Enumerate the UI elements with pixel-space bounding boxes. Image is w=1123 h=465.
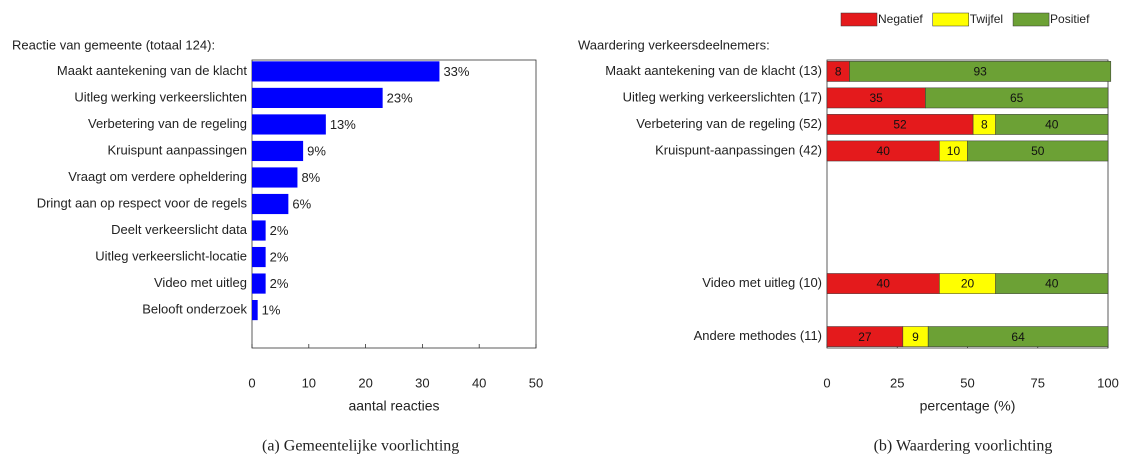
x-tick-label: 20 [358, 375, 372, 390]
x-tick-label: 75 [1031, 375, 1045, 390]
bar [252, 61, 440, 82]
value-label: 9% [307, 143, 326, 158]
y-tick-label: Kruispunt-aanpassingen (42) [655, 142, 822, 157]
segment-label: 64 [1011, 330, 1025, 344]
value-label: 6% [292, 196, 311, 211]
y-tick-label: Verbetering van de regeling (52) [636, 116, 822, 131]
bar-segment [967, 140, 1109, 162]
x-tick-label: 30 [415, 375, 429, 390]
x-tick-label: 0 [823, 375, 830, 390]
bar [252, 87, 383, 108]
segment-label: 35 [869, 91, 883, 105]
x-tick-label: 50 [529, 375, 543, 390]
y-tick-label: Maakt aantekening van de klacht [57, 63, 247, 78]
bar [252, 300, 258, 321]
bar-segment [925, 87, 1109, 109]
y-tick-label: Vraagt om verdere opheldering [68, 169, 247, 184]
segment-label: 8 [981, 118, 988, 132]
y-tick-label: Uitleg werking verkeerslichten [74, 89, 247, 104]
bar [252, 140, 304, 162]
legend-swatch [1012, 12, 1050, 27]
y-tick-label: Uitleg verkeerslicht-locatie [95, 248, 247, 263]
segment-label: 40 [877, 277, 891, 291]
value-label: 8% [301, 170, 320, 185]
segment-label: 40 [1045, 277, 1059, 291]
legend-swatch [932, 12, 969, 27]
chart-title: Reactie van gemeente (totaal 124): [12, 37, 215, 52]
y-tick-label: Kruispunt aanpassingen [108, 142, 248, 157]
bar [252, 167, 298, 188]
segment-label: 65 [1010, 91, 1024, 105]
value-label: 13% [330, 117, 356, 132]
x-tick-label: 50 [960, 375, 974, 390]
y-tick-label: Belooft onderzoek [142, 302, 247, 317]
x-tick-label: 10 [302, 375, 316, 390]
segment-label: 20 [961, 277, 975, 291]
bar [252, 246, 266, 268]
segment-label: 50 [1031, 144, 1045, 158]
segment-label: 93 [973, 65, 987, 79]
x-tick-label: 25 [890, 375, 904, 390]
value-label: 2% [270, 223, 289, 238]
bar [252, 220, 266, 241]
chart-title: Waardering verkeersdeelnemers: [578, 37, 770, 52]
bar [252, 273, 266, 294]
bar-segment [927, 326, 1109, 347]
y-tick-label: Maakt aantekening van de klacht (13) [605, 63, 822, 78]
legend-swatch [840, 12, 878, 27]
segment-label: 40 [877, 144, 891, 158]
bar [252, 114, 326, 135]
y-tick-label: Andere methodes (11) [694, 328, 822, 343]
segment-label: 10 [947, 144, 961, 158]
value-label: 2% [270, 249, 289, 264]
x-tick-label: 40 [472, 375, 486, 390]
caption: (b) Waardering voorlichting [874, 438, 1053, 455]
value-label: 1% [262, 303, 281, 318]
value-label: 2% [270, 276, 289, 291]
segment-label: 40 [1045, 118, 1059, 132]
legend-label: Positief [1050, 12, 1090, 26]
y-tick-label: Dringt aan op respect voor de regels [37, 195, 248, 210]
caption: (a) Gemeentelijke voorlichting [262, 438, 459, 455]
y-tick-label: Deelt verkeerslicht data [111, 222, 248, 237]
legend-label: Twijfel [970, 12, 1003, 26]
y-tick-label: Video met uitleg (10) [702, 275, 822, 290]
segment-label: 8 [835, 65, 842, 79]
y-tick-label: Uitleg werking verkeerslichten (17) [623, 89, 822, 104]
bar-segment [849, 61, 1112, 82]
segment-label: 27 [858, 330, 872, 344]
value-label: 23% [387, 90, 413, 105]
x-axis-label: percentage (%) [920, 398, 1016, 414]
value-label: 33% [443, 64, 469, 79]
segment-label: 9 [912, 330, 919, 344]
y-tick-label: Verbetering van de regeling [88, 116, 247, 131]
segment-label: 52 [893, 118, 907, 132]
x-tick-label: 0 [248, 375, 255, 390]
x-axis-label: aantal reacties [348, 398, 439, 414]
legend-label: Negatief [878, 12, 923, 26]
x-tick-label: 100 [1097, 375, 1119, 390]
bar-segment [995, 114, 1109, 135]
bar [252, 193, 289, 215]
bar-segment [995, 273, 1109, 294]
y-tick-label: Video met uitleg [154, 275, 247, 290]
